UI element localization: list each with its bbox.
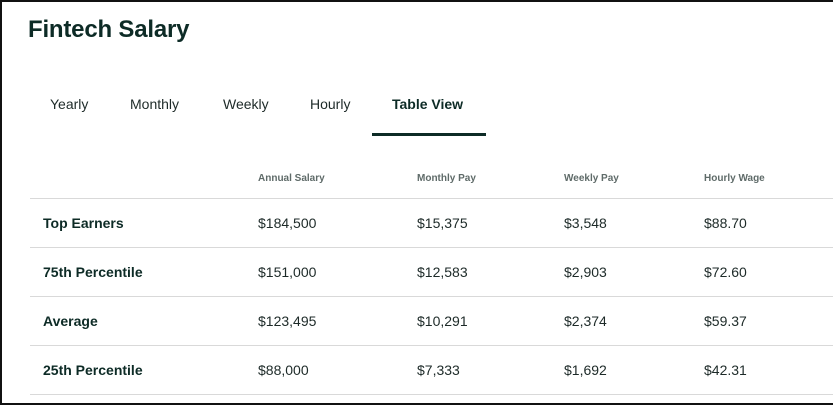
tab-weekly[interactable]: Weekly — [223, 96, 269, 112]
tab-hourly[interactable]: Hourly — [310, 96, 351, 112]
monthly-pay-cell: $15,375 — [417, 215, 468, 231]
annual-salary-cell: $151,000 — [258, 264, 317, 280]
hourly-wage-cell: $72.60 — [704, 264, 747, 280]
hourly-wage-cell: $59.37 — [704, 313, 747, 329]
salary-table: Annual Salary Monthly Pay Weekly Pay Hou… — [30, 152, 833, 395]
annual-salary-cell: $88,000 — [258, 362, 309, 378]
row-label: 75th Percentile — [43, 264, 143, 280]
annual-salary-cell: $184,500 — [258, 215, 317, 231]
table-row: 75th Percentile $151,000 $12,583 $2,903 … — [30, 248, 833, 297]
hourly-wage-cell: $42.31 — [704, 362, 747, 378]
monthly-pay-cell: $12,583 — [417, 264, 468, 280]
view-tabs: Yearly Monthly Weekly Hourly Table View — [2, 96, 833, 138]
row-label: 25th Percentile — [43, 362, 143, 378]
weekly-pay-cell: $2,374 — [564, 313, 607, 329]
tab-yearly[interactable]: Yearly — [50, 96, 89, 112]
tab-monthly[interactable]: Monthly — [130, 96, 180, 112]
weekly-pay-cell: $2,903 — [564, 264, 607, 280]
row-label: Average — [43, 313, 98, 329]
tab-table-view[interactable]: Table View — [392, 96, 464, 112]
column-header-hourly-wage: Hourly Wage — [704, 173, 765, 184]
table-row: Top Earners $184,500 $15,375 $3,548 $88.… — [30, 199, 833, 248]
column-header-weekly-pay: Weekly Pay — [564, 173, 619, 184]
active-tab-indicator — [372, 133, 486, 136]
table-row: Average $123,495 $10,291 $2,374 $59.37 — [30, 297, 833, 346]
hourly-wage-cell: $88.70 — [704, 215, 747, 231]
weekly-pay-cell: $3,548 — [564, 215, 607, 231]
weekly-pay-cell: $1,692 — [564, 362, 607, 378]
monthly-pay-cell: $10,291 — [417, 313, 468, 329]
row-label: Top Earners — [43, 215, 124, 231]
annual-salary-cell: $123,495 — [258, 313, 317, 329]
page-title: Fintech Salary — [28, 16, 190, 43]
table-header: Annual Salary Monthly Pay Weekly Pay Hou… — [30, 152, 833, 199]
column-header-monthly-pay: Monthly Pay — [417, 173, 476, 184]
column-header-annual-salary: Annual Salary — [258, 173, 325, 184]
table-row: 25th Percentile $88,000 $7,333 $1,692 $4… — [30, 346, 833, 395]
monthly-pay-cell: $7,333 — [417, 362, 460, 378]
